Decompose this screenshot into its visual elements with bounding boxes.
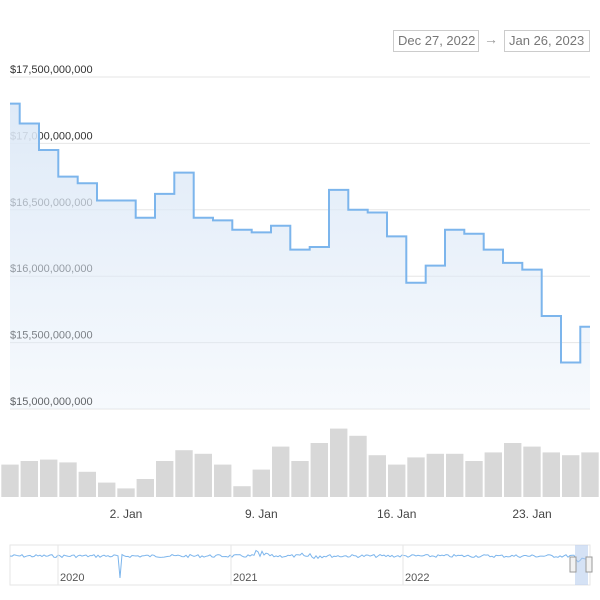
price-line xyxy=(10,102,590,364)
volume-bar xyxy=(291,461,309,497)
volume-bar xyxy=(252,469,270,497)
volume-bar xyxy=(214,464,232,497)
range-from-input[interactable]: Dec 27, 2022 xyxy=(393,30,479,52)
volume-bars xyxy=(1,428,599,497)
volume-bar xyxy=(1,464,19,497)
volume-bar xyxy=(484,452,502,497)
volume-bar xyxy=(272,446,290,497)
volume-bar xyxy=(156,461,174,497)
price-area xyxy=(10,103,590,409)
navigator-ticks: 2020 2021 2022 xyxy=(57,545,429,585)
volume-bar xyxy=(407,457,425,497)
volume-bar xyxy=(20,461,38,497)
volume-bar xyxy=(465,461,483,497)
volume-bar xyxy=(446,453,464,497)
volume-bar xyxy=(330,428,348,497)
x-tick-label: 9. Jan xyxy=(245,507,278,521)
volume-bar xyxy=(542,452,560,497)
volume-bar xyxy=(310,443,328,497)
volume-bar xyxy=(233,486,251,497)
x-axis-labels: 2. Jan 9. Jan 16. Jan 23. Jan xyxy=(110,507,552,521)
volume-bar xyxy=(504,443,522,497)
volume-bar xyxy=(562,455,580,497)
range-arrow-icon: → xyxy=(484,31,498,47)
volume-bar xyxy=(368,455,386,497)
volume-bar xyxy=(426,453,444,497)
x-tick-label: 16. Jan xyxy=(377,507,416,521)
navigator-right-handle[interactable] xyxy=(585,556,593,573)
navigator-tick-label: 2022 xyxy=(405,572,429,584)
range-to-input[interactable]: Jan 26, 2023 xyxy=(504,30,590,52)
volume-bar xyxy=(523,446,541,497)
navigator-line xyxy=(9,549,591,579)
volume-bar xyxy=(136,479,154,497)
y-tick-label: $17,500,000,000 xyxy=(10,64,93,76)
volume-bar xyxy=(78,471,96,497)
volume-bar xyxy=(388,464,406,497)
x-tick-label: 23. Jan xyxy=(512,507,551,521)
volume-bar xyxy=(40,459,58,497)
volume-bar xyxy=(194,453,212,497)
navigator-frame xyxy=(9,544,591,586)
volume-bar xyxy=(175,450,193,497)
navigator[interactable]: 2020 2021 2022 xyxy=(9,544,593,586)
volume-bar xyxy=(117,488,135,497)
volume-bar xyxy=(59,462,77,497)
navigator-tick-label: 2020 xyxy=(60,572,84,584)
x-tick-label: 2. Jan xyxy=(110,507,143,521)
volume-bar xyxy=(581,452,599,497)
navigator-left-handle[interactable] xyxy=(569,556,577,573)
volume-bar xyxy=(98,482,116,497)
navigator-mask[interactable] xyxy=(575,545,588,585)
navigator-tick-label: 2021 xyxy=(233,572,257,584)
volume-bar xyxy=(349,435,367,497)
